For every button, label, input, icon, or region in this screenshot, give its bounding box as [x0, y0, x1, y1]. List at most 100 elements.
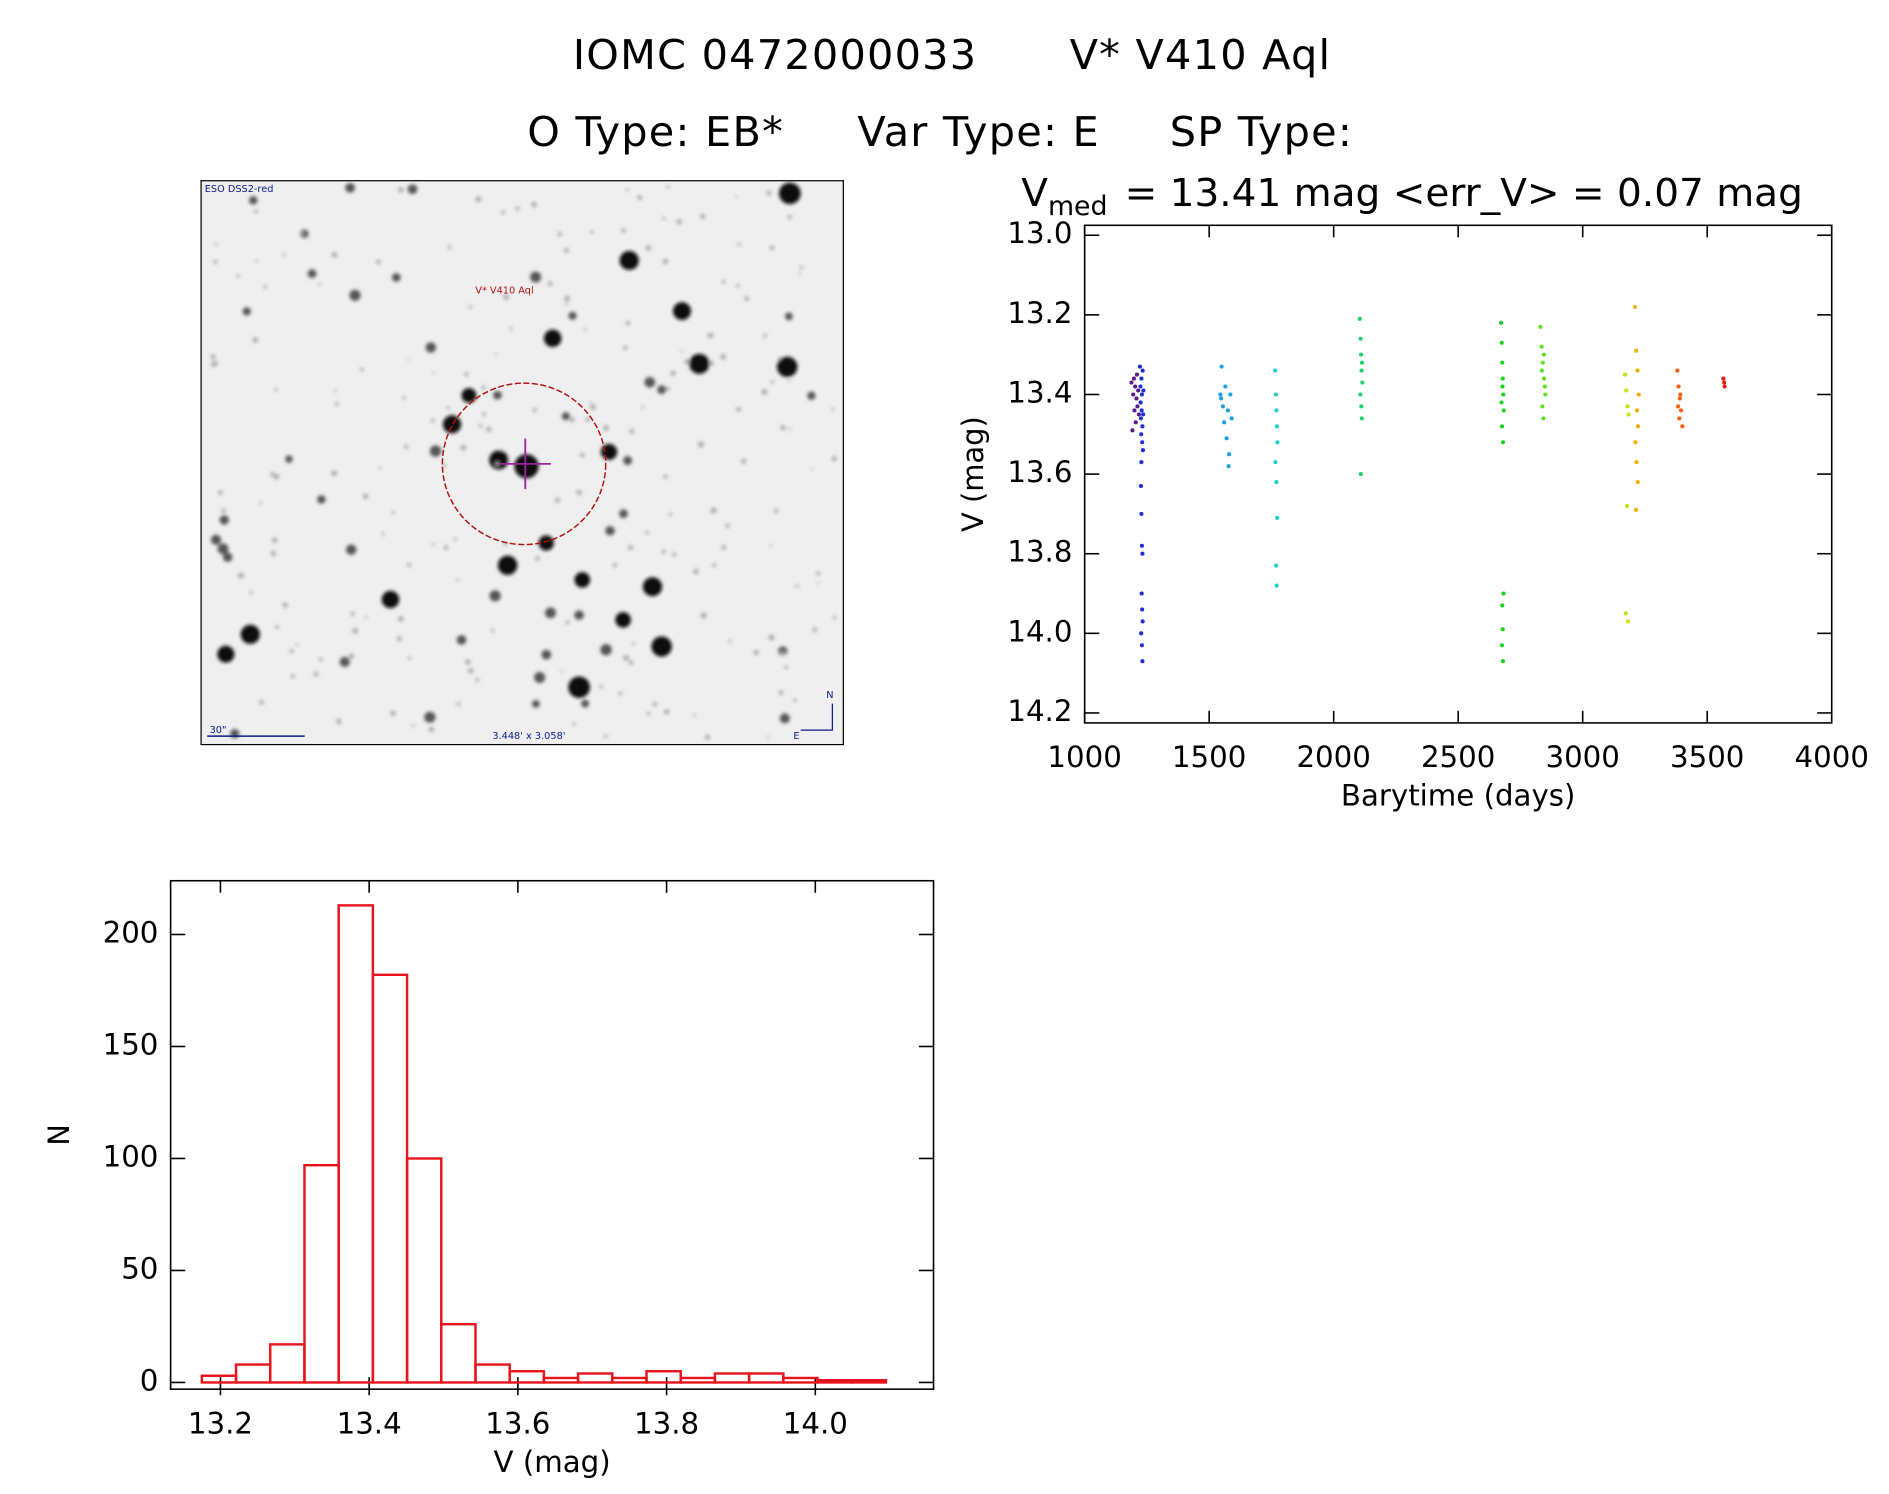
star [744, 296, 750, 302]
star [334, 389, 337, 392]
point [1633, 440, 1638, 445]
point [1225, 408, 1230, 413]
point [1273, 392, 1278, 397]
star [651, 636, 672, 657]
point [1273, 460, 1278, 465]
star [831, 407, 835, 411]
point [1275, 440, 1280, 445]
star [629, 428, 635, 434]
point [1358, 392, 1363, 397]
star [339, 656, 350, 667]
star [728, 639, 732, 643]
point [1542, 376, 1547, 381]
point [1140, 659, 1145, 664]
star [271, 537, 278, 544]
star [787, 214, 792, 220]
star [443, 545, 449, 550]
point [1500, 376, 1505, 381]
star [453, 537, 458, 541]
star [788, 427, 792, 431]
sp-type: SP Type: [1170, 108, 1353, 156]
bar [405, 1157, 443, 1384]
star [214, 243, 218, 246]
y-tick-label: 50 [121, 1252, 158, 1286]
star [645, 530, 650, 535]
star [407, 656, 411, 660]
star [289, 648, 294, 654]
star [561, 412, 570, 421]
star [337, 722, 341, 725]
point [1359, 404, 1364, 409]
point [1229, 416, 1234, 421]
star [217, 543, 229, 555]
star [240, 624, 260, 644]
star [680, 350, 683, 353]
star [532, 407, 537, 413]
star [478, 424, 483, 428]
star [725, 523, 730, 528]
star [704, 734, 711, 740]
star [577, 490, 583, 496]
point [1139, 543, 1144, 548]
plot-frame [169, 879, 935, 1390]
star [290, 674, 295, 679]
bar [645, 1370, 682, 1384]
star [515, 206, 520, 211]
star [564, 302, 568, 306]
star [432, 372, 435, 375]
star [579, 452, 585, 458]
object-type: O Type: EB* [527, 108, 784, 156]
star [720, 353, 726, 360]
x-tick-label: 3500 [1670, 740, 1744, 774]
title-symbol: V [1021, 171, 1048, 216]
point [1357, 316, 1362, 321]
star [753, 649, 759, 656]
star [398, 187, 404, 193]
point [1359, 360, 1365, 365]
star [391, 510, 395, 515]
star [767, 736, 770, 739]
x-axis-label: Barytime (days) [1341, 779, 1576, 813]
point [1137, 364, 1143, 369]
star [534, 672, 546, 683]
point [1138, 416, 1144, 421]
star [554, 497, 561, 503]
point [1500, 659, 1506, 664]
y-tick-label: 13.0 [1007, 216, 1072, 250]
star [769, 245, 775, 251]
star [210, 534, 222, 545]
x-tick-label: 2500 [1421, 740, 1495, 774]
star [446, 406, 450, 410]
star [619, 509, 628, 519]
point [1500, 360, 1505, 365]
x-tick-label: 13.6 [485, 1406, 550, 1440]
y-axis-label: N [42, 1124, 76, 1146]
point [1139, 643, 1144, 648]
point [1539, 344, 1544, 349]
point [1140, 424, 1145, 429]
point [1540, 360, 1545, 365]
star [407, 562, 412, 567]
star [721, 280, 726, 284]
star [364, 616, 368, 620]
star [407, 184, 418, 194]
star [572, 722, 576, 726]
y-tick-label: 13.4 [1007, 376, 1072, 410]
point [1223, 384, 1228, 389]
sky-image: ESO DSS2-red V* V410 Aql 30" 3.448' x 3.… [200, 180, 844, 746]
star [590, 404, 596, 411]
star [254, 259, 258, 263]
star [569, 416, 575, 423]
star [666, 185, 670, 189]
star [345, 544, 357, 555]
point [1139, 408, 1144, 413]
star [812, 627, 818, 633]
point [1623, 611, 1628, 616]
star [252, 337, 259, 343]
point [1139, 631, 1144, 636]
point [1624, 503, 1630, 508]
bar [576, 1372, 614, 1384]
star [248, 196, 258, 205]
point [1274, 424, 1279, 429]
east-label: E [793, 731, 799, 742]
